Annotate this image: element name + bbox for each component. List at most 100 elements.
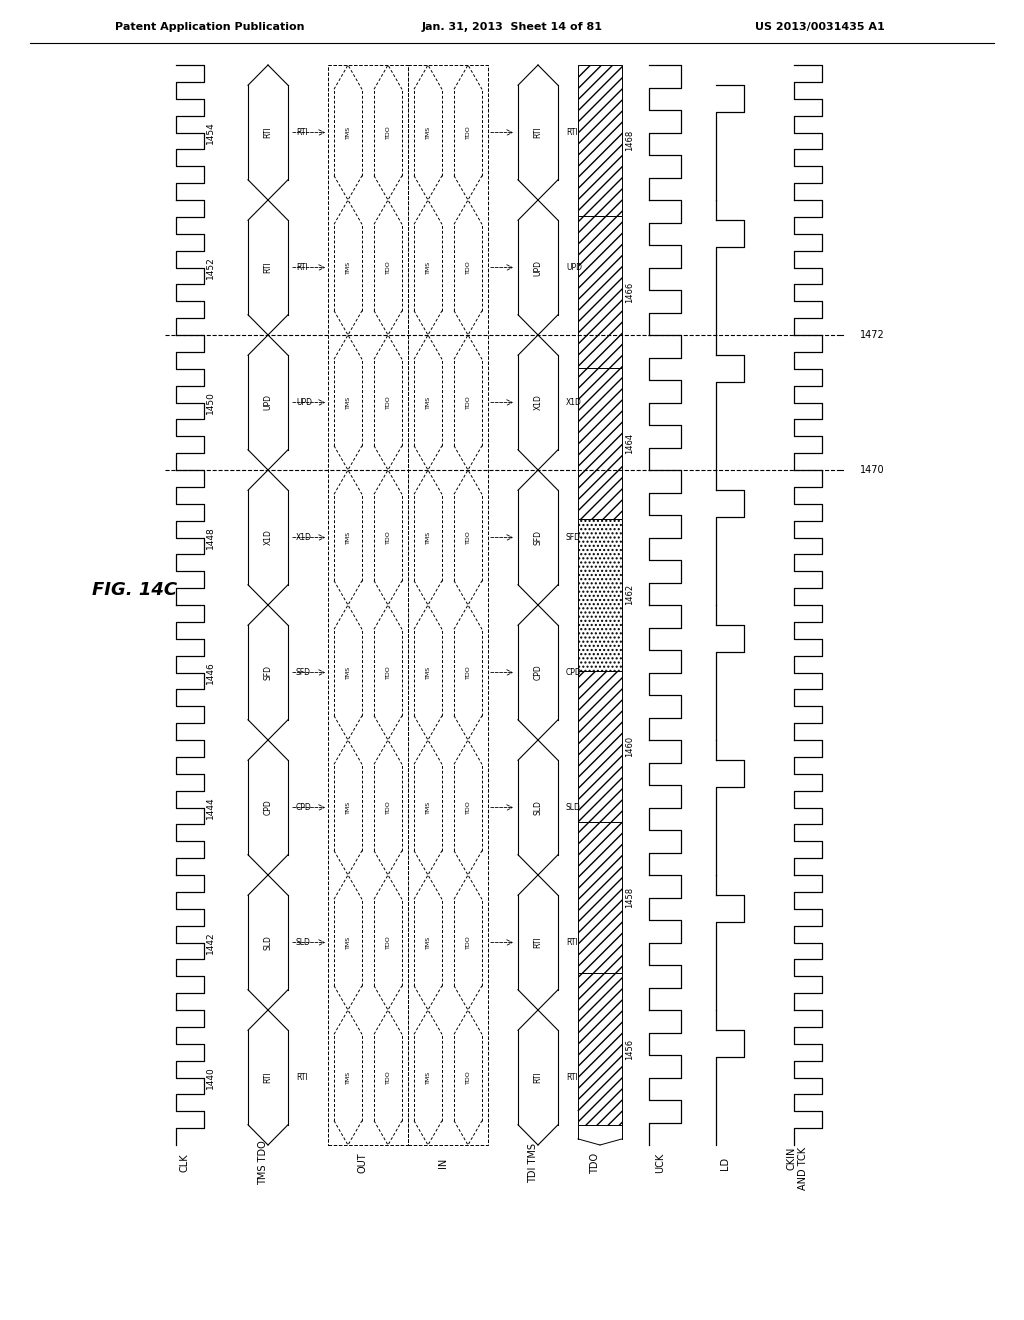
Text: TDO: TDO <box>385 396 390 409</box>
Text: TDO: TDO <box>385 1071 390 1084</box>
Text: RTI: RTI <box>296 263 308 272</box>
Text: IN: IN <box>438 1158 449 1168</box>
Text: Jan. 31, 2013  Sheet 14 of 81: Jan. 31, 2013 Sheet 14 of 81 <box>422 22 602 32</box>
Text: SFD: SFD <box>296 668 311 677</box>
Text: SLD: SLD <box>534 800 543 814</box>
Text: SLD: SLD <box>296 939 311 946</box>
Text: RTI: RTI <box>296 128 308 137</box>
Text: X1D: X1D <box>263 529 272 545</box>
Text: RTI: RTI <box>566 939 578 946</box>
Text: RTI: RTI <box>263 127 272 139</box>
Text: TDO: TDO <box>590 1152 600 1173</box>
Bar <box>578 671 622 822</box>
Text: SFD: SFD <box>566 533 581 543</box>
Bar <box>578 368 622 519</box>
Text: X1D: X1D <box>534 395 543 411</box>
Bar <box>578 519 622 671</box>
Text: TMS: TMS <box>426 125 430 139</box>
Text: TMS: TMS <box>426 665 430 678</box>
Text: 1472: 1472 <box>860 330 885 341</box>
Text: TDI TMS: TDI TMS <box>528 1143 538 1183</box>
Bar <box>578 973 622 1125</box>
Text: TDO: TDO <box>466 125 470 140</box>
Text: TDO: TDO <box>466 936 470 949</box>
Text: TDO: TDO <box>385 665 390 680</box>
Text: TMS: TMS <box>426 396 430 409</box>
Text: UPD: UPD <box>534 260 543 276</box>
Text: 1462: 1462 <box>626 585 635 606</box>
Text: CPD: CPD <box>566 668 582 677</box>
Text: RTI: RTI <box>263 1072 272 1084</box>
Text: UPD: UPD <box>566 263 582 272</box>
Text: TDO: TDO <box>466 396 470 409</box>
Text: FIG. 14C: FIG. 14C <box>92 581 177 599</box>
Text: TDO: TDO <box>385 125 390 140</box>
Text: 1468: 1468 <box>626 131 635 152</box>
Text: TDO: TDO <box>385 801 390 814</box>
Text: TDO: TDO <box>466 1071 470 1084</box>
Text: CKIN
AND TCK: CKIN AND TCK <box>786 1147 808 1189</box>
Text: UCK: UCK <box>655 1152 665 1173</box>
Text: X1D: X1D <box>296 533 312 543</box>
Text: 1448: 1448 <box>206 527 214 549</box>
Text: 1444: 1444 <box>206 796 214 818</box>
Text: TDO: TDO <box>466 531 470 544</box>
Text: TMS: TMS <box>345 801 350 814</box>
Text: 1464: 1464 <box>626 433 635 454</box>
Text: 1458: 1458 <box>626 887 635 908</box>
Text: RTI: RTI <box>534 1072 543 1084</box>
Text: 1446: 1446 <box>206 661 214 684</box>
Text: UPD: UPD <box>263 395 272 411</box>
Text: TDO: TDO <box>385 531 390 544</box>
Text: CPD: CPD <box>296 803 311 812</box>
Text: 1456: 1456 <box>626 1039 635 1060</box>
Text: RTI: RTI <box>263 261 272 273</box>
Text: 1470: 1470 <box>860 465 885 475</box>
Text: SLD: SLD <box>263 935 272 950</box>
Text: X1D: X1D <box>566 399 582 407</box>
Text: TMS: TMS <box>345 1071 350 1084</box>
Text: TMS: TMS <box>426 531 430 544</box>
Text: Patent Application Publication: Patent Application Publication <box>116 22 305 32</box>
Text: 1466: 1466 <box>626 281 635 302</box>
Text: RTI: RTI <box>534 937 543 948</box>
Bar <box>578 65 622 216</box>
Text: TMS: TMS <box>345 531 350 544</box>
Text: CPD: CPD <box>263 800 272 816</box>
Text: CLK: CLK <box>180 1154 190 1172</box>
Text: TMS: TMS <box>345 261 350 275</box>
Text: TMS: TMS <box>345 396 350 409</box>
Text: 1460: 1460 <box>626 735 635 756</box>
Text: SLD: SLD <box>566 803 581 812</box>
Text: CPD: CPD <box>534 665 543 680</box>
Text: TDO: TDO <box>466 801 470 814</box>
Text: TDO: TDO <box>385 936 390 949</box>
Text: UPD: UPD <box>296 399 312 407</box>
Text: SFD: SFD <box>534 531 543 545</box>
Text: TMS TDO: TMS TDO <box>258 1140 268 1185</box>
Text: RTI: RTI <box>566 1073 578 1082</box>
Text: LD: LD <box>720 1156 730 1170</box>
Text: RTI: RTI <box>296 1073 308 1082</box>
Text: 1442: 1442 <box>206 931 214 954</box>
Text: 1440: 1440 <box>206 1067 214 1089</box>
Text: 1450: 1450 <box>206 391 214 414</box>
Text: 1452: 1452 <box>206 256 214 279</box>
Text: TMS: TMS <box>426 801 430 814</box>
Bar <box>578 822 622 973</box>
Text: RTI: RTI <box>566 128 578 137</box>
Text: TMS: TMS <box>426 1071 430 1084</box>
Text: SFD: SFD <box>263 665 272 680</box>
Bar <box>578 216 622 368</box>
Text: TMS: TMS <box>345 936 350 949</box>
Text: TDO: TDO <box>466 260 470 275</box>
Text: US 2013/0031435 A1: US 2013/0031435 A1 <box>755 22 885 32</box>
Text: 1454: 1454 <box>206 121 214 144</box>
Text: TDO: TDO <box>466 665 470 680</box>
Text: OUT: OUT <box>358 1152 368 1173</box>
Text: TMS: TMS <box>426 936 430 949</box>
Text: TMS: TMS <box>426 261 430 275</box>
Text: TMS: TMS <box>345 665 350 678</box>
Text: RTI: RTI <box>534 127 543 139</box>
Text: TDO: TDO <box>385 260 390 275</box>
